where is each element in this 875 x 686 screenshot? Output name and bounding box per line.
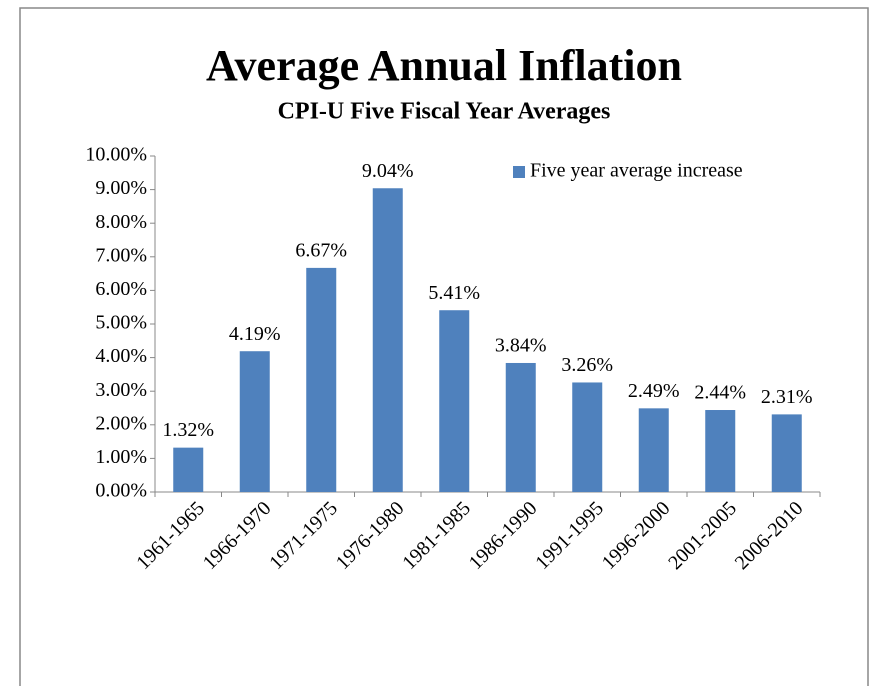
data-label: 1.32% [162,419,214,441]
y-tick-label: 3.00% [95,379,147,401]
data-label: 4.19% [229,323,281,345]
bar [705,410,736,492]
y-tick-label: 5.00% [95,312,147,334]
legend-swatch [513,166,525,178]
y-tick-label: 1.00% [95,446,147,468]
bar [306,267,337,492]
data-label: 6.67% [295,239,347,261]
y-tick-label: 8.00% [95,211,147,233]
bar [638,408,669,492]
bar [372,188,403,493]
data-label: 2.49% [628,380,680,402]
y-tick-label: 7.00% [95,244,147,266]
y-tick-label: 2.00% [95,412,147,434]
data-label: 3.84% [495,335,547,357]
y-tick-label: 10.00% [85,144,147,166]
bar [572,382,603,492]
chart-title: Average Annual Inflation [206,41,682,90]
bar [505,362,536,492]
data-label: 3.26% [561,354,613,376]
bar [173,447,204,492]
y-tick-label: 0.00% [95,480,147,502]
data-label: 5.41% [428,282,480,304]
y-tick-label: 6.00% [95,278,147,300]
data-label: 2.31% [761,386,813,408]
legend-label: Five year average increase [530,160,743,182]
bar [439,310,470,492]
bar [239,351,270,492]
bar [771,414,802,492]
chart-subtitle: CPI-U Five Fiscal Year Averages [278,99,611,125]
y-tick-label: 4.00% [95,345,147,367]
data-label: 2.44% [694,382,746,404]
y-tick-label: 9.00% [95,177,147,199]
data-label: 9.04% [362,160,414,182]
